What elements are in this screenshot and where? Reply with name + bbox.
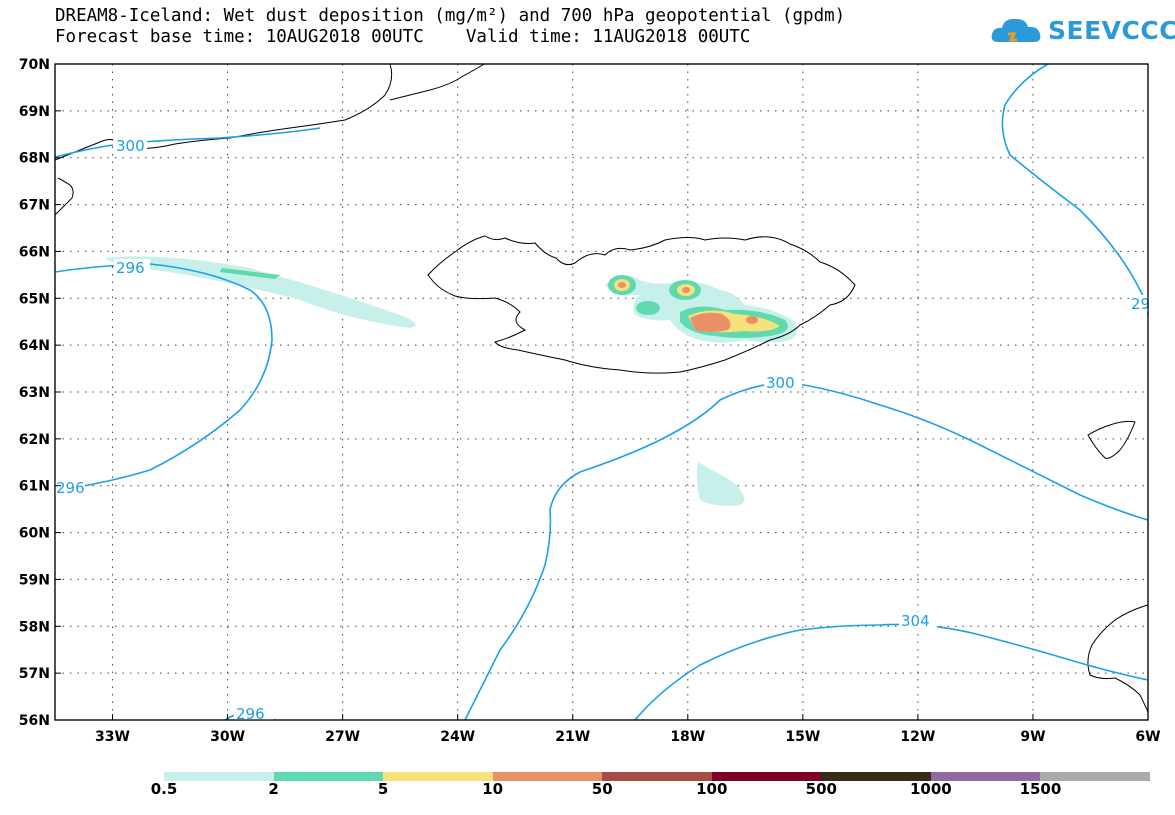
legend-label: 0.5 (150, 780, 178, 798)
lon-tick-label: 9W (1020, 729, 1045, 745)
logo-text: SEEVCCC (1048, 16, 1175, 45)
title-line-2: Forecast base time: 10AUG2018 00UTC Vali… (55, 27, 751, 47)
legend-color-box (930, 772, 1041, 781)
contour-label-29-east: 29 (1131, 295, 1150, 313)
lat-tick-label: 67N (19, 198, 50, 214)
contour-300-south (464, 381, 1149, 721)
dust-patch-south (696, 462, 745, 506)
dust-iceland-red-2 (682, 287, 690, 293)
legend-color-box (1040, 772, 1151, 781)
geopotential-contours (54, 63, 1149, 721)
legend-color-box (164, 772, 275, 781)
iceland-coastline (427, 235, 856, 374)
gridlines (55, 64, 1148, 720)
seevccc-logo: SEEVCCC (990, 12, 1175, 52)
legend-color-box (273, 772, 384, 781)
lat-tick-label: 65N (19, 291, 50, 307)
lon-tick-label: 6W (1135, 729, 1160, 745)
legend-label: 500 (805, 780, 837, 798)
cloud-icon (991, 18, 1041, 42)
map-frame (54, 63, 1149, 721)
contour-29-east (1001, 63, 1149, 316)
contour-label-300-south: 300 (766, 374, 795, 392)
legend-color-box (711, 772, 822, 781)
legend-label: 5 (377, 780, 389, 798)
lat-tick-label: 69N (19, 104, 50, 120)
legend-label: 1000 (910, 780, 952, 798)
legend-label: 1500 (1019, 780, 1062, 798)
lat-tick-label: 70N (19, 57, 50, 73)
lon-tick-label: 18W (670, 729, 705, 745)
legend-color-box (492, 772, 603, 781)
lon-tick-label: 15W (785, 729, 820, 745)
contour-304 (634, 623, 1149, 721)
lat-tick-label: 59N (19, 572, 50, 588)
lat-tick-label: 64N (19, 338, 50, 354)
lat-tick-label: 66N (19, 244, 50, 260)
legend-label: 2 (268, 780, 279, 798)
dust-iceland-red-3 (690, 312, 731, 332)
lon-tick-label: 21W (555, 729, 590, 745)
lon-tick-label: 24W (440, 729, 475, 745)
dust-plume-west (105, 256, 416, 328)
legend-color-box (821, 772, 932, 781)
legend-color-box (383, 772, 494, 781)
lon-tick-label: 33W (95, 729, 130, 745)
dust-plume-west-core (220, 268, 280, 279)
faroe-islands (1087, 420, 1136, 459)
legend-color-box (602, 772, 713, 781)
contour-label-300-north: 300 (116, 137, 145, 155)
lon-tick-label: 12W (900, 729, 935, 745)
lat-tick-label: 56N (19, 713, 50, 729)
axis-labels: 33W 30W 27W 24W 21W 18W 15W 12W 9W 6W 70N 69N 68N 67N… (19, 57, 1161, 745)
coastlines (54, 63, 1149, 713)
dust-iceland-green-3 (636, 301, 660, 315)
dust-iceland-red-4 (746, 316, 758, 324)
greenland-coastline-north (389, 63, 485, 101)
lat-tick-label: 61N (19, 479, 50, 495)
contour-label-304: 304 (901, 612, 930, 630)
map-title: DREAM8-Iceland: Wet dust deposition (mg/… (55, 6, 845, 48)
title-line-1: DREAM8-Iceland: Wet dust deposition (mg/… (55, 6, 846, 26)
lat-tick-label: 57N (19, 666, 50, 682)
contour-label-296-west: 296 (116, 259, 145, 277)
legend-label: 10 (482, 780, 504, 798)
lat-tick-label: 60N (19, 526, 50, 542)
contour-labels: 300 296 296 29 300 304 296 (55, 137, 1150, 723)
contour-label-296-bottom: 296 (236, 705, 265, 723)
lon-tick-label: 27W (325, 729, 360, 745)
lat-tick-label: 63N (19, 385, 50, 401)
dust-deposition-field (105, 256, 797, 506)
greenland-coastline-east (54, 177, 74, 216)
legend-label: 50 (591, 780, 613, 798)
lat-tick-label: 68N (19, 151, 50, 167)
legend-label: 100 (696, 780, 728, 798)
dust-iceland-red-1 (618, 282, 626, 288)
lat-tick-label: 62N (19, 432, 50, 448)
contour-300-north (54, 127, 321, 158)
contour-label-296-sw: 296 (56, 479, 85, 497)
contour-296-west (54, 263, 273, 491)
lon-tick-label: 30W (210, 729, 245, 745)
scotland-coastline (1087, 604, 1149, 713)
lat-tick-label: 58N (19, 619, 50, 635)
